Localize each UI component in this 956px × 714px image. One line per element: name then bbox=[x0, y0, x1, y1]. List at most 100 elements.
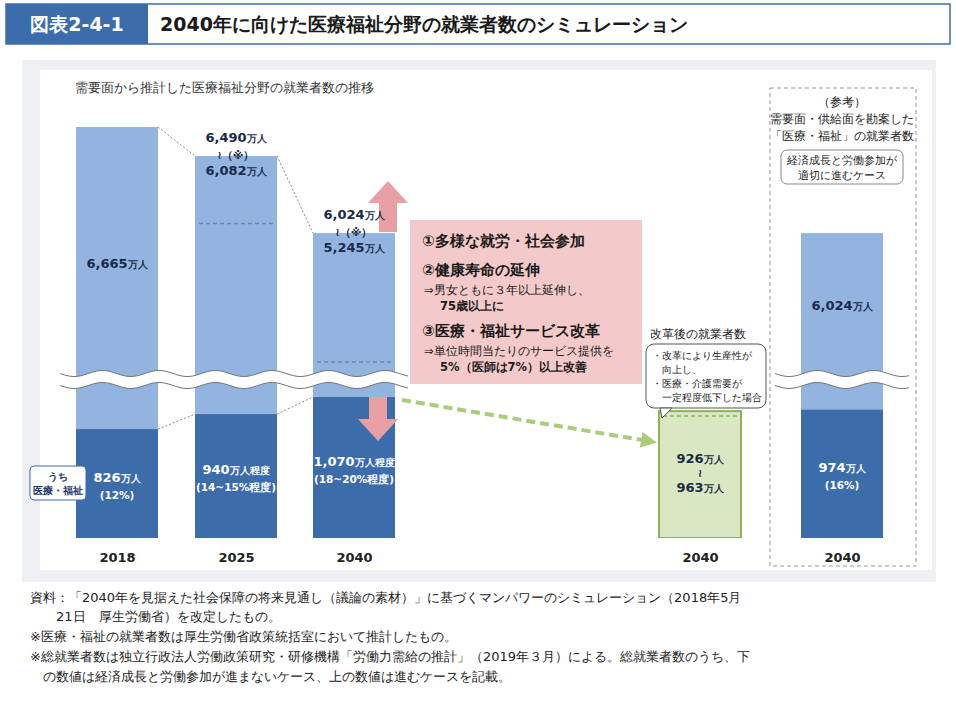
medical-bar bbox=[801, 410, 883, 538]
share-label: (18~20%程度) bbox=[314, 473, 394, 485]
total-bar bbox=[76, 127, 158, 538]
x-axis-line bbox=[118, 538, 843, 539]
total-label: 6,665万人 bbox=[86, 256, 148, 271]
total-low-label-number: 5,245 bbox=[323, 240, 364, 255]
measure-detail: 5%（医師は7%）以上改善 bbox=[440, 360, 587, 374]
reform-condition: 一定程度低下した場合 bbox=[662, 392, 762, 403]
total-label-number: 6,490 bbox=[205, 130, 246, 145]
note: 21日 厚生労働省）を改定したもの。 bbox=[30, 609, 281, 624]
note: の数値は経済成長と労働参加が進まないケース、上の数値は進むケースを記載。 bbox=[30, 669, 511, 684]
medical-low-label-number: 926 bbox=[676, 451, 703, 466]
x-tick-label: 2040 bbox=[824, 550, 860, 565]
header-frame bbox=[6, 4, 950, 44]
medical-label: 1,070万人程度 bbox=[313, 454, 394, 469]
medical-low-label: 926万人 bbox=[676, 451, 724, 466]
total-low-label-number: 6,082 bbox=[205, 163, 246, 178]
plot-area bbox=[76, 127, 883, 538]
reform-callout bbox=[646, 344, 766, 408]
total-low-label: 5,245万人 bbox=[323, 240, 385, 255]
figure-number-box bbox=[6, 4, 148, 44]
total-label-number: 6,665 bbox=[86, 256, 127, 271]
share-label: (14~15%程度) bbox=[196, 481, 276, 493]
panel-background bbox=[22, 60, 936, 582]
total-label: 6,024万人 bbox=[323, 207, 385, 222]
reform-condition: ・改革により生産性が bbox=[652, 350, 753, 361]
total-label-unit: 万人 bbox=[127, 259, 149, 270]
medical-label-number: 974 bbox=[818, 460, 845, 475]
medical-bar bbox=[195, 414, 277, 538]
x-axis: 2018 2025 2040 2040 2040 bbox=[99, 538, 860, 565]
reference-case: 経済成長と労働参加が bbox=[786, 154, 898, 167]
axis-break-line bbox=[775, 371, 909, 377]
decrease-arrow bbox=[358, 397, 398, 441]
share-label: (16%) bbox=[825, 479, 860, 491]
reform-arrow bbox=[402, 400, 649, 441]
x-tick: 2018 bbox=[99, 538, 135, 565]
axis-break-line bbox=[775, 383, 909, 389]
medical-label: 826万人 bbox=[93, 470, 141, 485]
reference-case-box bbox=[781, 150, 903, 184]
reform-condition: 向上し、 bbox=[662, 364, 702, 375]
axis-break-line bbox=[60, 383, 408, 389]
measure-detail: 75歳以上に bbox=[440, 299, 504, 313]
medical-label-unit: 万人 bbox=[120, 473, 142, 484]
measure-detail: ⇒男女ともに３年以上延伸し、 bbox=[424, 283, 590, 297]
reform-condition: ・医療・介護需要が bbox=[652, 378, 743, 389]
total-label-number: 6,024 bbox=[811, 298, 852, 313]
low-value-mark bbox=[317, 361, 391, 363]
medical-label: 963万人 bbox=[676, 480, 724, 495]
low-value-mark bbox=[199, 223, 273, 225]
figure-number: 図表2-4-1 bbox=[30, 13, 123, 35]
connector bbox=[158, 127, 195, 156]
measure-title: ③医療・福祉サービス改革 bbox=[422, 322, 600, 340]
medical-label: 974万人 bbox=[818, 460, 866, 475]
medical-label-unit: 万人程度 bbox=[229, 465, 270, 476]
x-tick: 2025 bbox=[218, 538, 254, 565]
reference-frame bbox=[770, 88, 916, 566]
share-label: (12%) bbox=[100, 489, 135, 501]
connector bbox=[277, 156, 313, 233]
medical-bar bbox=[76, 429, 158, 538]
measure-detail: ⇒単位時間当たりのサービス提供を bbox=[424, 344, 614, 358]
subtitle: 需要面から推計した医療福祉分野の就業者数の推移 bbox=[75, 80, 374, 95]
reference-text: 「医療・福祉」の就業者数 bbox=[770, 129, 914, 143]
total-label-unit: 万人 bbox=[364, 210, 386, 221]
total-bar bbox=[195, 156, 277, 538]
measure-title: ②健康寿命の延伸 bbox=[422, 261, 540, 279]
axis-break-line bbox=[60, 371, 408, 377]
medical-label-number: 940 bbox=[202, 462, 229, 477]
medical-label-number: 826 bbox=[93, 470, 120, 485]
series-label-line: 医療・福祉 bbox=[33, 485, 83, 496]
axis-break bbox=[775, 371, 909, 389]
axis-break bbox=[60, 371, 408, 389]
x-tick-label: 2040 bbox=[682, 550, 718, 565]
measures-box bbox=[410, 220, 642, 384]
medical-label-unit: 万人 bbox=[703, 483, 725, 494]
x-tick: 2040 bbox=[824, 538, 860, 565]
range-separator: ≀（※） bbox=[218, 149, 255, 162]
note: ※医療・福祉の就業者数は厚生労働省政策統括室において推計したもの。 bbox=[30, 629, 457, 644]
increase-arrow bbox=[368, 181, 408, 232]
medical-label-unit: 万人 bbox=[845, 463, 867, 474]
medical-low-label-unit: 万人 bbox=[703, 454, 725, 465]
reference-case: 適切に進むケース bbox=[798, 169, 886, 182]
x-tick-label: 2018 bbox=[99, 550, 135, 565]
series-label: うち医療・福祉 bbox=[33, 471, 83, 496]
x-tick: 2040 bbox=[336, 538, 372, 565]
total-label: 6,490万人 bbox=[205, 130, 267, 145]
total-label-unit: 万人 bbox=[852, 301, 874, 312]
connector bbox=[158, 414, 195, 429]
series-label-line: うち bbox=[48, 471, 68, 483]
title: 2040年に向けた医療福祉分野の就業者数のシミュレーション bbox=[160, 13, 688, 35]
total-low-label: 6,082万人 bbox=[205, 163, 267, 178]
x-tick-label: 2025 bbox=[218, 550, 254, 565]
reform-title: 改革後の就業者数 bbox=[650, 327, 746, 341]
medical-label-number: 1,070 bbox=[313, 454, 354, 469]
reference-text: 需要面・供給面を勘案した bbox=[770, 112, 914, 126]
note: ※総就業者数は独立行政法人労働政策研究・研修機構「労働力需給の推計」（2019年… bbox=[30, 649, 750, 664]
total-low-label-unit: 万人 bbox=[246, 166, 268, 177]
reform-callout-tail bbox=[660, 408, 672, 418]
connector bbox=[277, 397, 313, 414]
note: 資料：「2040年を見据えた社会保障の将来見通し（議論の素材）」に基づくマンパワ… bbox=[30, 590, 741, 605]
medical-label-number: 963 bbox=[676, 480, 703, 495]
